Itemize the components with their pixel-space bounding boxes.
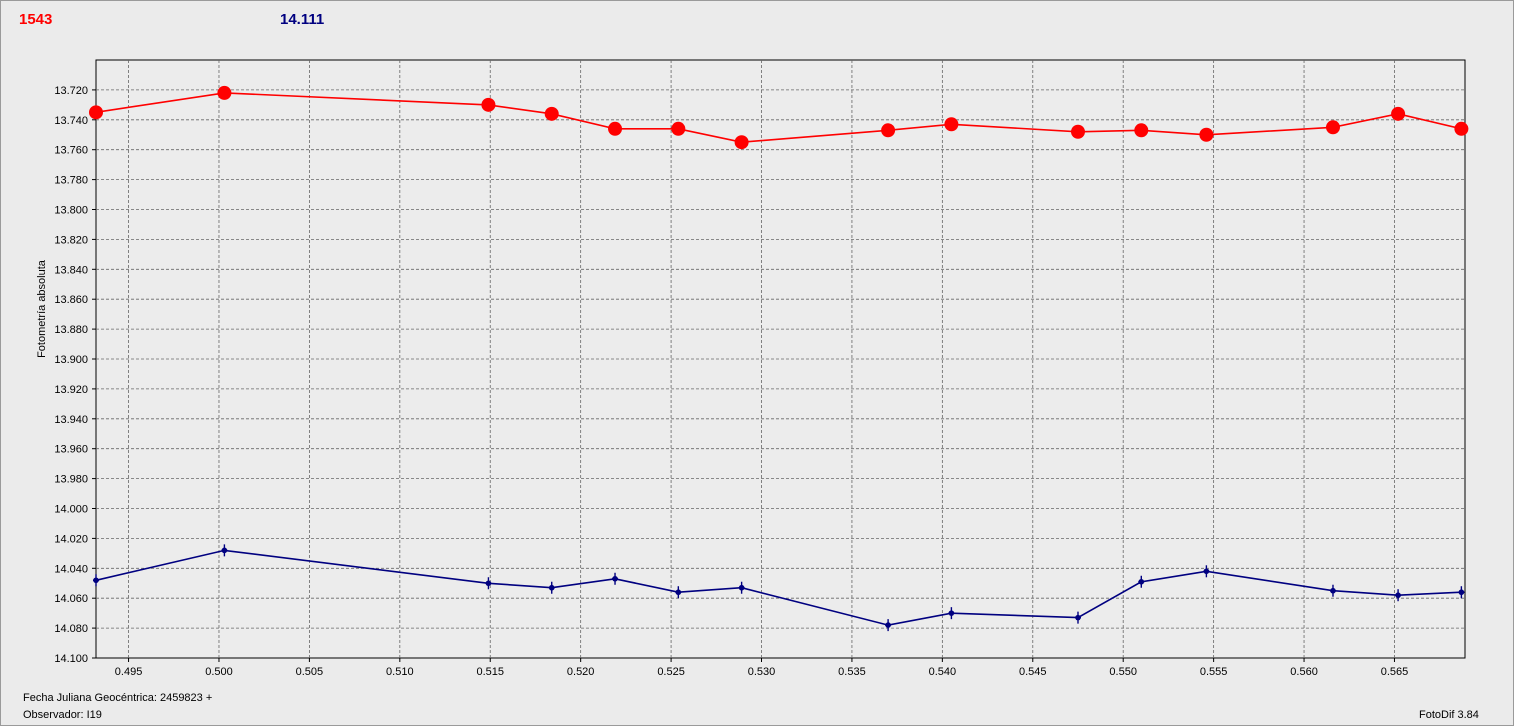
series-1-point <box>89 105 103 120</box>
series-2-point <box>1074 611 1081 624</box>
x-tick-label: 0.535 <box>838 666 866 678</box>
series-2-point <box>485 577 492 590</box>
grid-lines <box>96 60 1465 658</box>
series-1-point <box>881 123 896 138</box>
series-2-point <box>675 586 682 599</box>
series-1-point <box>671 121 686 136</box>
series-2-point <box>1329 584 1336 597</box>
series-2-point <box>1203 565 1210 578</box>
x-tick-label: 0.530 <box>748 666 776 678</box>
series-1-point <box>608 121 623 136</box>
y-tick-label: 13.880 <box>54 324 88 336</box>
series-2-point <box>1138 575 1145 588</box>
y-tick-label: 14.040 <box>54 563 88 575</box>
series-1-point <box>944 117 959 132</box>
x-tick-label: 0.525 <box>657 666 685 678</box>
observer-label: Observador: I19 <box>23 709 102 721</box>
y-tick-label: 13.860 <box>54 294 88 306</box>
series-2-point <box>548 581 555 594</box>
x-tick-label: 0.560 <box>1290 666 1318 678</box>
x-tick-label: 0.505 <box>296 666 324 678</box>
x-tick-label: 0.555 <box>1200 666 1228 678</box>
x-tick-label: 0.550 <box>1109 666 1137 678</box>
y-axis-ticks: 13.720 13.740 13.760 13.780 13.800 13.820 13.8… <box>54 85 96 665</box>
y-tick-label: 14.020 <box>54 533 88 545</box>
y-tick-label: 14.100 <box>54 653 88 665</box>
x-tick-label: 0.565 <box>1381 666 1409 678</box>
series-2-point <box>738 581 745 594</box>
x-tick-label: 0.510 <box>386 666 414 678</box>
series-1-point <box>481 97 496 112</box>
x-tick-label: 0.500 <box>205 666 233 678</box>
x-axis-date-label: Fecha Juliana Geocéntrica: 2459823 + <box>23 692 213 704</box>
y-tick-label: 13.760 <box>54 145 88 157</box>
y-tick-label: 14.060 <box>54 593 88 605</box>
series-1-point <box>1325 120 1340 135</box>
series-1-current-value: 1543 <box>19 11 53 28</box>
y-axis-label: Fotometría absoluta <box>36 259 48 358</box>
y-tick-label: 13.780 <box>54 175 88 187</box>
y-tick-label: 13.740 <box>54 115 88 127</box>
series-2-point <box>948 607 955 620</box>
x-tick-label: 0.540 <box>929 666 957 678</box>
series-layer <box>89 85 1469 632</box>
y-tick-label: 13.800 <box>54 205 88 217</box>
app-version-label: FotoDif 3.84 <box>1419 709 1479 721</box>
series-1-point <box>217 85 232 100</box>
series-1-point <box>1199 127 1214 142</box>
y-tick-label: 13.920 <box>54 384 88 396</box>
series-2-point <box>612 572 619 585</box>
y-tick-label: 13.720 <box>54 85 88 97</box>
x-tick-label: 0.515 <box>476 666 504 678</box>
x-axis-ticks: 0.495 0.500 0.505 0.510 0.515 0.520 0.525 0.530… <box>115 658 1408 678</box>
x-tick-label: 0.495 <box>115 666 143 678</box>
y-tick-label: 13.900 <box>54 354 88 366</box>
y-tick-label: 14.000 <box>54 504 88 516</box>
series-2-point <box>93 574 99 587</box>
y-tick-label: 13.940 <box>54 414 88 426</box>
series-1-point <box>734 135 749 150</box>
y-tick-label: 14.080 <box>54 623 88 635</box>
y-tick-label: 13.840 <box>54 264 88 276</box>
y-tick-label: 13.820 <box>54 234 88 246</box>
series-2-point <box>1395 589 1402 602</box>
series-1-point <box>544 106 559 121</box>
x-tick-label: 0.520 <box>567 666 595 678</box>
y-tick-label: 13.980 <box>54 474 88 486</box>
x-tick-label: 0.545 <box>1019 666 1047 678</box>
series-2-point <box>885 619 892 632</box>
series-1-point <box>1070 124 1085 139</box>
y-tick-label: 13.960 <box>54 444 88 456</box>
series-1-point <box>1454 121 1469 136</box>
series-2-point <box>221 544 228 557</box>
series-1-point <box>1134 123 1149 138</box>
series-2-current-value: 14.111 <box>280 11 325 28</box>
series-2-point <box>1458 586 1465 599</box>
series-1-point <box>1391 106 1406 121</box>
